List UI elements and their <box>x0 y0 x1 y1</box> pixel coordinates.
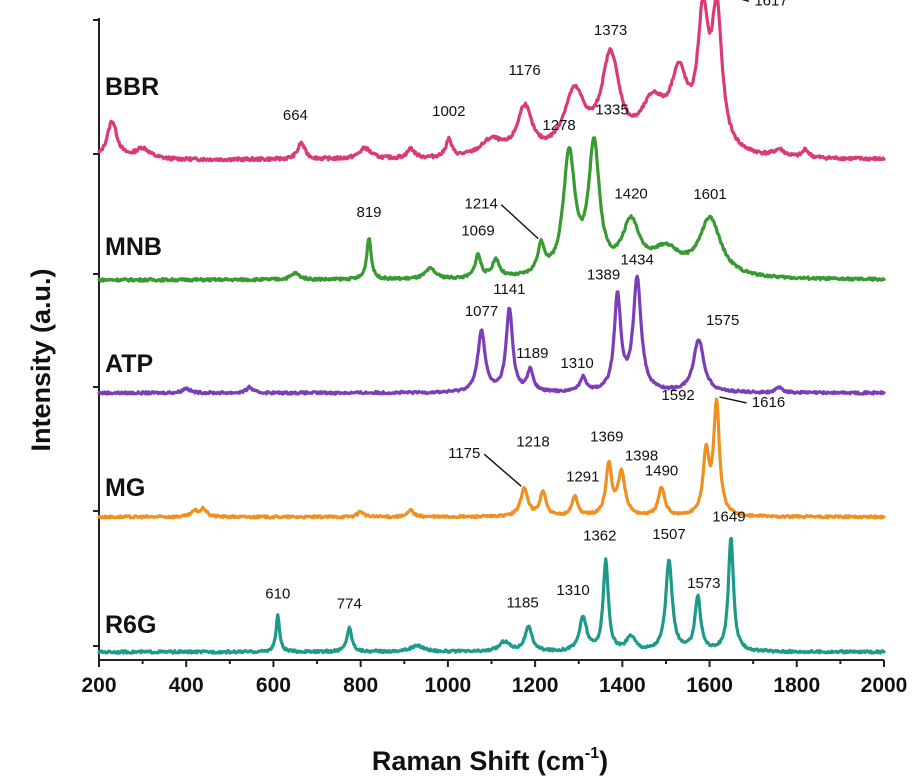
series-line-mnb <box>97 136 886 283</box>
peak-label-bbr-1002: 1002 <box>432 103 465 120</box>
peak-label-r6g-1649: 1649 <box>712 509 745 526</box>
series-name-mg: MG <box>105 474 145 502</box>
peak-label-r6g-1362: 1362 <box>583 527 616 544</box>
x-tick-label-1000: 1000 <box>425 674 472 697</box>
peak-label-atp-1141: 1141 <box>493 281 525 298</box>
peak-label-mg-1398: 1398 <box>625 448 658 465</box>
peak-label-mg-1616: 1616 <box>752 394 785 411</box>
peak-label-r6g-610: 610 <box>265 586 290 603</box>
peak-label-atp-1575: 1575 <box>706 312 739 329</box>
plot-frame <box>98 18 884 661</box>
peak-label-atp-1389: 1389 <box>587 267 620 284</box>
peak-label-mnb-1420: 1420 <box>614 185 647 202</box>
x-axis-title: Raman Shift (cm-1) <box>372 745 608 776</box>
peak-arrow-mg-1616 <box>719 396 747 404</box>
series-line-atp <box>97 274 886 396</box>
series-group <box>97 0 886 655</box>
peak-label-bbr-1176: 1176 <box>508 62 540 79</box>
peak-label-bbr-1373: 1373 <box>594 22 627 39</box>
peak-label-mnb-1069: 1069 <box>461 223 494 240</box>
peak-label-mg-1490: 1490 <box>645 463 678 480</box>
series-name-bbr: BBR <box>105 73 159 101</box>
peak-label-atp-1077: 1077 <box>465 303 498 320</box>
y-axis-title: Intensity (a.u.) <box>26 268 56 451</box>
peak-label-mnb-819: 819 <box>356 204 381 221</box>
series-line-r6g <box>97 536 886 655</box>
peak-label-mg-1175: 1175 <box>448 445 480 462</box>
peak-label-mg-1218: 1218 <box>516 434 549 451</box>
x-axis-ticks: 200 400 600 800 1000 1200 1400 1600 1800 2000 <box>81 660 907 697</box>
peak-label-mg-1291: 1291 <box>566 469 599 486</box>
peak-label-mg-1592: 1592 <box>661 387 694 404</box>
x-tick-label-2000: 2000 <box>861 674 908 697</box>
x-tick-label-800: 800 <box>343 674 378 697</box>
x-tick-label-600: 600 <box>256 674 291 697</box>
series-name-atp: ATP <box>105 350 153 378</box>
y-axis-ticks <box>93 19 99 647</box>
peak-label-r6g-1310: 1310 <box>556 582 589 599</box>
peak-label-r6g-1185: 1185 <box>506 595 538 612</box>
peak-label-mnb-1601: 1601 <box>693 186 726 203</box>
x-axis-title-main: Raman Shift (cm <box>372 746 585 776</box>
peak-label-atp-1189: 1189 <box>516 345 548 362</box>
series-name-r6g: R6G <box>105 611 156 639</box>
peak-label-atp-1310: 1310 <box>560 355 593 372</box>
x-axis-title-end: ) <box>599 746 608 776</box>
x-tick-label-1600: 1600 <box>686 674 733 697</box>
x-tick-label-1400: 1400 <box>599 674 646 697</box>
series-name-mnb: MNB <box>105 233 162 261</box>
peak-arrow-mg-1175 <box>483 453 522 487</box>
x-tick-label-200: 200 <box>81 674 116 697</box>
peak-label-r6g-1507: 1507 <box>652 526 685 543</box>
peak-label-mnb-1278: 1278 <box>542 117 575 134</box>
x-tick-label-1200: 1200 <box>512 674 559 697</box>
x-tick-label-400: 400 <box>169 674 204 697</box>
peak-arrow-bbr-1617 <box>741 0 750 2</box>
x-axis-title-sup: -1 <box>585 745 599 762</box>
x-tick-label-1800: 1800 <box>773 674 820 697</box>
peak-label-r6g-1573: 1573 <box>687 575 720 592</box>
peak-label-mnb-1214: 1214 <box>465 196 498 213</box>
peak-label-mg-1369: 1369 <box>590 429 623 446</box>
peak-label-bbr-1617: 1617 <box>754 0 787 9</box>
peak-label-group: BBR66410021176137315851617MNB81910691214… <box>105 0 788 639</box>
series-line-mg <box>97 397 886 520</box>
peak-arrow-mnb-1214 <box>500 204 539 240</box>
peak-label-r6g-774: 774 <box>337 596 362 613</box>
peak-label-atp-1434: 1434 <box>621 252 654 269</box>
peak-label-mnb-1335: 1335 <box>595 101 628 118</box>
peak-label-bbr-664: 664 <box>283 107 308 124</box>
series-line-bbr <box>97 0 886 163</box>
